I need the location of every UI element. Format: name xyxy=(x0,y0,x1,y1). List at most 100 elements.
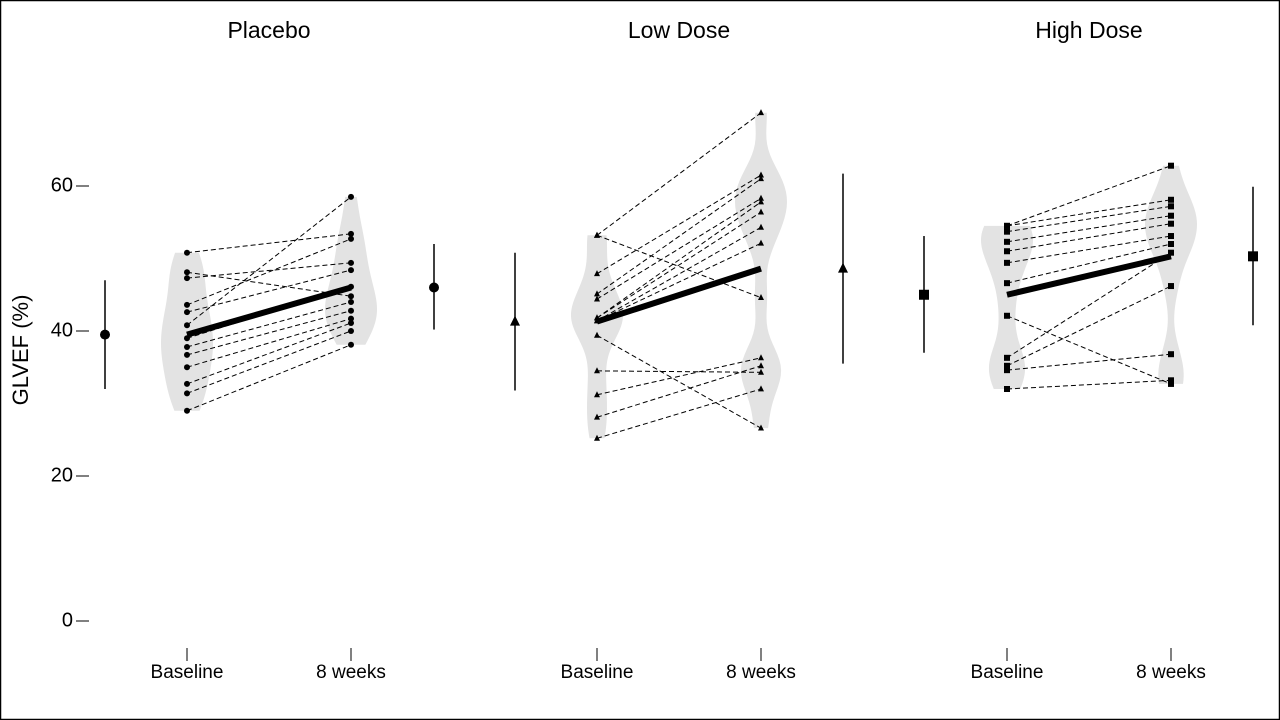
point xyxy=(1168,241,1174,247)
paired-line xyxy=(1006,205,1172,233)
x-tick-label: 8 weeks xyxy=(726,662,796,683)
point xyxy=(758,368,764,375)
paired-line xyxy=(596,242,762,322)
point xyxy=(184,351,190,358)
y-tick-label: 40 xyxy=(51,319,73,341)
point xyxy=(758,171,764,178)
point xyxy=(348,320,354,327)
paired-line xyxy=(1006,315,1172,385)
point xyxy=(184,343,190,350)
paired-line xyxy=(186,196,352,326)
y-axis-label: GLVEF (%) xyxy=(8,295,33,406)
x-tick-label: 8 weeks xyxy=(1136,662,1206,683)
point xyxy=(758,354,764,361)
paired-line xyxy=(1006,252,1172,359)
point xyxy=(1004,362,1010,369)
summary-mean xyxy=(510,315,520,326)
paired-line xyxy=(186,271,352,297)
point xyxy=(184,249,190,256)
mean-line xyxy=(186,284,352,338)
paired-line xyxy=(1006,223,1172,252)
paired-line xyxy=(596,178,762,295)
panel-title: Placebo xyxy=(227,17,310,43)
point xyxy=(1168,212,1174,219)
panel-title: High Dose xyxy=(1035,17,1142,43)
point xyxy=(758,198,764,205)
point xyxy=(1004,312,1010,319)
violin xyxy=(981,225,1033,389)
paired-line xyxy=(186,269,352,313)
paired-line xyxy=(186,262,352,279)
paired-line xyxy=(1006,243,1172,284)
summary-mean xyxy=(429,282,439,293)
point xyxy=(184,380,190,387)
paired-line xyxy=(1006,215,1172,243)
paired-line xyxy=(596,357,762,396)
point xyxy=(184,407,190,414)
mean-line xyxy=(596,265,762,325)
summary-mean xyxy=(1248,251,1258,262)
y-tick-label: 60 xyxy=(51,174,73,196)
point xyxy=(1168,196,1174,203)
point xyxy=(184,322,190,329)
point xyxy=(594,231,600,238)
paired-line xyxy=(596,234,762,299)
x-tick-label: Baseline xyxy=(151,662,224,683)
paired-line xyxy=(596,388,762,439)
paired-line xyxy=(596,211,762,319)
point xyxy=(594,391,600,398)
violin xyxy=(1145,165,1197,384)
point xyxy=(1004,280,1010,287)
point xyxy=(758,239,764,246)
point xyxy=(1004,367,1010,374)
point xyxy=(594,331,600,338)
point xyxy=(758,223,764,230)
point xyxy=(348,259,354,266)
summary-mean xyxy=(100,329,110,340)
paired-line xyxy=(186,233,352,254)
point xyxy=(1168,283,1174,290)
point xyxy=(348,293,354,300)
point xyxy=(1168,203,1174,210)
point xyxy=(184,364,190,371)
point xyxy=(1168,351,1174,358)
point xyxy=(758,109,764,116)
point xyxy=(348,235,354,242)
point xyxy=(348,307,354,314)
point xyxy=(348,328,354,334)
point xyxy=(758,208,764,215)
point xyxy=(184,309,190,316)
point xyxy=(184,275,190,282)
x-tick-label: 8 weeks xyxy=(316,662,386,683)
point xyxy=(1004,259,1010,266)
point xyxy=(348,315,354,322)
paired-line xyxy=(596,112,762,236)
paired-line xyxy=(596,197,762,300)
point xyxy=(758,294,764,301)
point xyxy=(758,424,764,431)
paired-line xyxy=(1006,285,1172,367)
point xyxy=(1168,162,1174,169)
paired-line xyxy=(596,370,762,373)
paired-line xyxy=(186,330,352,394)
paired-line xyxy=(186,301,352,348)
panel-title: Low Dose xyxy=(628,17,730,43)
point xyxy=(348,341,354,348)
point xyxy=(184,269,190,276)
paired-line xyxy=(1006,379,1172,390)
mean-line xyxy=(1006,253,1172,298)
paired-line xyxy=(186,318,352,368)
paired-line xyxy=(186,344,352,412)
point xyxy=(594,367,600,374)
point xyxy=(184,390,190,397)
paired-line xyxy=(1006,353,1172,371)
point xyxy=(594,434,600,441)
point xyxy=(758,175,764,182)
point xyxy=(594,270,600,277)
point xyxy=(1168,380,1174,387)
point xyxy=(758,362,764,369)
paired-line xyxy=(596,365,762,418)
point xyxy=(1004,248,1010,255)
point xyxy=(1004,354,1010,361)
